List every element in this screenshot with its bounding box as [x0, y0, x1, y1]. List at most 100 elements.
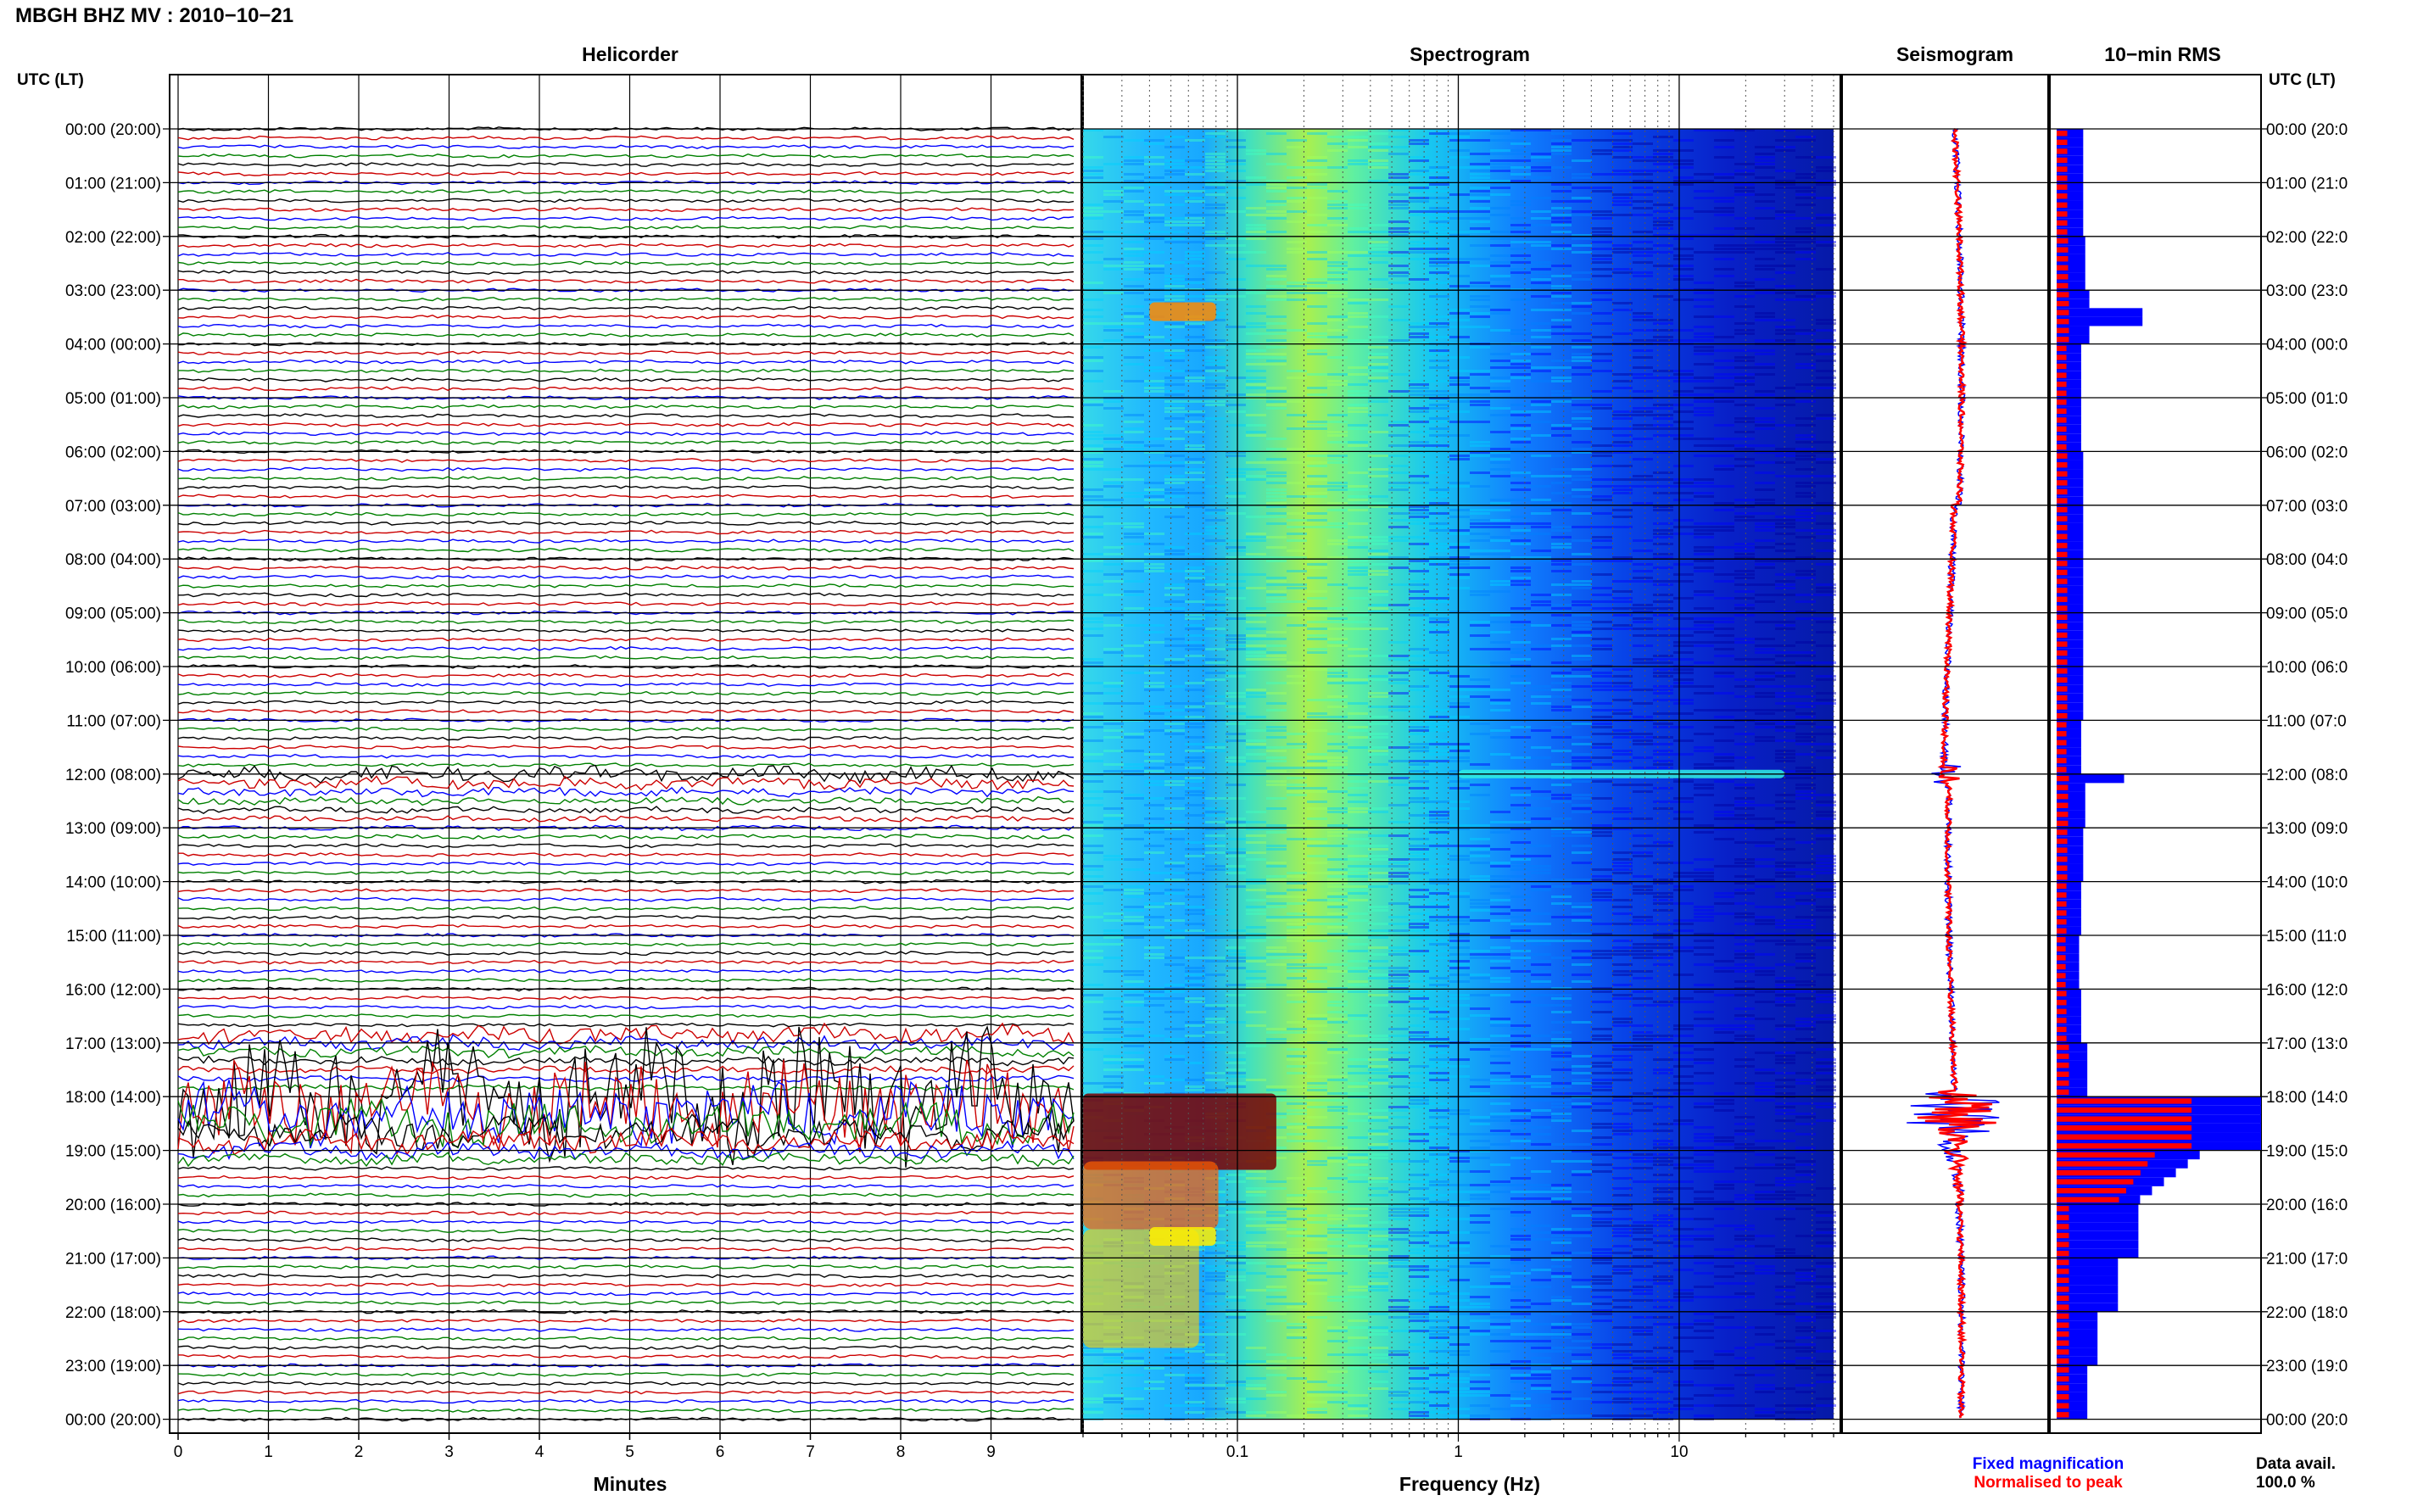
spectrogram-cell	[1592, 672, 1612, 674]
spectrogram-cell	[1612, 1048, 1633, 1051]
spectrogram-cell	[1226, 251, 1246, 254]
spectrogram-cell	[1429, 1052, 1449, 1054]
spectrogram-cell	[1734, 383, 1755, 386]
spectrogram-cell	[1816, 678, 1836, 681]
spectrogram-cell	[1226, 817, 1246, 820]
spectrogram-cell	[1266, 862, 1287, 864]
spectrogram-cell	[1409, 482, 1429, 484]
spectrogram-cell	[1775, 624, 1795, 627]
spectrogram-cell	[1348, 746, 1368, 749]
spectrogram-cell	[1348, 1072, 1368, 1074]
spectrogram-cell	[1368, 563, 1388, 566]
spectrogram-cell	[1266, 1286, 1287, 1288]
spectrogram-cell	[1510, 139, 1531, 142]
spectrogram-cell	[1551, 940, 1572, 942]
spectrogram-cell	[1409, 441, 1429, 444]
spectrogram-cell	[1429, 529, 1449, 532]
spectrogram-cell	[1449, 953, 1470, 956]
spectrogram-cell	[1429, 943, 1449, 946]
spectrogram-cell	[1409, 1241, 1429, 1244]
spectrogram-cell	[1694, 1170, 1714, 1173]
spectrogram-cell	[1551, 1102, 1572, 1105]
spectrogram-cell	[1327, 1099, 1348, 1102]
spectrogram-cell	[1226, 424, 1246, 427]
spectrogram-cell	[1755, 1194, 1775, 1197]
spectrogram-cell	[1551, 1326, 1572, 1329]
spectrogram-cell	[1348, 1225, 1368, 1227]
spectrogram-cell	[1734, 356, 1755, 359]
spectrogram-cell	[1226, 475, 1246, 477]
spectrogram-cell	[1694, 1330, 1714, 1332]
spectrogram-cell	[1755, 278, 1775, 281]
spectrogram-cell	[1734, 550, 1755, 552]
spectrogram-cell	[1633, 1225, 1653, 1227]
spectrogram-cell	[1795, 1123, 1816, 1125]
spectrogram-cell	[1673, 617, 1694, 620]
spectrogram-cell	[1694, 1336, 1714, 1339]
spectrogram-cell	[1429, 831, 1449, 834]
spectrogram-cell	[1775, 251, 1795, 254]
spectrogram-cell	[1164, 838, 1185, 840]
spectrogram-cell	[1551, 139, 1572, 142]
spectrogram-cell	[1388, 804, 1409, 806]
spectrogram-cell	[1490, 448, 1510, 450]
spectrogram-cell	[1429, 471, 1449, 474]
spectrogram-cell	[1572, 563, 1592, 566]
spectrogram-cell	[1368, 885, 1388, 888]
spectrogram-cell	[1226, 170, 1246, 172]
spectrogram-cell	[1124, 590, 1144, 593]
spectrogram-cell	[1185, 689, 1205, 691]
spectrogram-cell	[1144, 495, 1164, 498]
spectrogram-cell	[1205, 1031, 1226, 1034]
spectrogram-cell	[1429, 902, 1449, 905]
spectrogram-cell	[1429, 217, 1449, 220]
spectrogram-cell	[1694, 410, 1714, 413]
spectrogram-cell	[1633, 1299, 1653, 1302]
spectrogram-cell	[1185, 444, 1205, 447]
spectrogram-cell	[1795, 1282, 1816, 1285]
spectrogram-cell	[1083, 712, 1103, 715]
spectrogram-cell	[1470, 553, 1490, 555]
spectrogram-cell	[1164, 902, 1185, 905]
spectrogram-cell	[1205, 485, 1226, 488]
spectrogram-cell	[1633, 319, 1653, 321]
spectrogram-cell	[1734, 1228, 1755, 1230]
spectrogram-cell	[1592, 831, 1612, 834]
spectrogram-cell	[1409, 1197, 1429, 1200]
spectrogram-cell	[1633, 916, 1653, 918]
spectrogram-cell	[1775, 332, 1795, 335]
spectrogram-cell	[1470, 1320, 1490, 1322]
spectrogram-cell	[1551, 424, 1572, 427]
spectrogram-cell	[1510, 787, 1531, 789]
spectrogram-cell	[1409, 994, 1429, 996]
spectrogram-cell	[1510, 675, 1531, 678]
spectrogram-cell	[1816, 1106, 1836, 1108]
spectrogram-cell	[1633, 207, 1653, 209]
spectrogram-cell	[1795, 753, 1816, 756]
spectrogram-cell	[1144, 689, 1164, 691]
spectrogram-cell	[1694, 393, 1714, 396]
spectrogram-cell	[1714, 726, 1734, 728]
spectrogram-cell	[1510, 1082, 1531, 1085]
spectrogram-cell	[1368, 1035, 1388, 1037]
spectrogram-cell	[1246, 431, 1266, 433]
spectrogram-cell	[1429, 882, 1449, 884]
spectrogram-cell	[1368, 1038, 1388, 1041]
spectrogram-cell	[1348, 614, 1368, 617]
spectrogram-cell	[1714, 628, 1734, 630]
spectrogram-cell	[1307, 1160, 1327, 1163]
spectrogram-cell	[1795, 736, 1816, 739]
spectrogram-cell	[1103, 957, 1124, 959]
spectrogram-cell	[1409, 1343, 1429, 1346]
spectrogram-cell	[1673, 217, 1694, 220]
spectrogram-cell	[1775, 685, 1795, 688]
spectrogram-cell	[1816, 617, 1836, 620]
spectrogram-cell	[1144, 298, 1164, 301]
spectrogram-cell	[1633, 251, 1653, 254]
spectrogram-cell	[1205, 672, 1226, 674]
spectrogram-cell	[1775, 1248, 1795, 1251]
spectrogram-cell	[1205, 356, 1226, 359]
spectrogram-cell	[1368, 1068, 1388, 1071]
spectrogram-cell	[1470, 387, 1490, 389]
spectrogram-cell	[1490, 1082, 1510, 1085]
